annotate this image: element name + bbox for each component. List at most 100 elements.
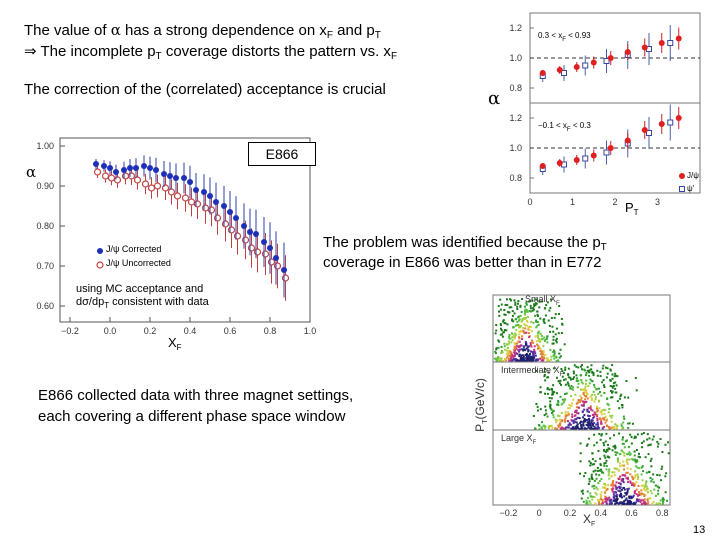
alpha-xtick-label: 1.0 — [304, 326, 317, 336]
uncorrected-point — [233, 232, 242, 240]
jpsi-point — [556, 67, 563, 73]
uncorrected-point — [167, 188, 176, 196]
uncorrected-point — [241, 236, 250, 244]
alpha-xtick-label: 0.4 — [184, 326, 197, 336]
jpsi-point — [539, 163, 546, 169]
jpsi-point — [624, 49, 631, 55]
intermediate-xf-label: Intermediate XF — [501, 365, 564, 378]
uncorrected-point — [221, 220, 230, 228]
jpsi-point — [556, 160, 563, 166]
pt-ytick-label: 0.8 — [509, 83, 522, 93]
uncorrected-point — [273, 262, 282, 270]
alpha-plot-frame — [59, 137, 311, 323]
jpsi-point — [573, 157, 580, 163]
range-bottom-label: −0.1 < xF < 0.3 — [538, 121, 591, 133]
psiprime-point — [582, 155, 589, 162]
corrected-point — [113, 169, 119, 175]
psiprime-point — [561, 70, 567, 76]
legend-corrected-marker — [97, 248, 103, 254]
uncorrected-point — [181, 194, 190, 202]
corrected-point — [181, 175, 187, 181]
correction-line: The correction of the (correlated) accep… — [24, 81, 386, 98]
alpha-axis-label: α — [26, 163, 37, 181]
scatter-xtick-label: −0.2 — [500, 508, 518, 518]
jpsi-point — [641, 127, 648, 133]
problem-line-1: The problem was identified because the p… — [323, 234, 607, 253]
uncorrected-point — [227, 226, 236, 234]
corrected-point — [281, 267, 287, 273]
corrected-point — [161, 171, 167, 177]
corrected-point — [267, 245, 273, 251]
corrected-point — [241, 223, 247, 229]
scatter-panel-frame — [492, 361, 671, 431]
alpha-xtick-label: 0.2 — [144, 326, 157, 336]
corrected-point — [213, 199, 219, 205]
alpha-vs-pt-plot: 1.2 1.0 0.8 1.2 1.0 0.8 0 1 2 3 α PT 0.3 < xF < 0… — [485, 8, 715, 220]
scatter-cloud — [532, 364, 638, 430]
pt-legend-jpsi: J/ψ — [687, 171, 699, 180]
uncorrected-point — [147, 184, 156, 192]
alpha-ytick-label: 0.90 — [36, 181, 54, 191]
e866-settings-line-1: E866 collected data with three magnet se… — [38, 387, 354, 404]
jpsi-point — [675, 35, 682, 42]
legend-corrected: J/ψ Corrected — [106, 244, 162, 254]
e866-title-box: E866 — [248, 142, 316, 166]
jpsi-point — [607, 145, 614, 151]
uncorrected-point — [153, 182, 162, 190]
pt-alpha-label: α — [488, 88, 501, 109]
corrected-point — [167, 173, 173, 179]
uncorrected-point — [253, 248, 262, 256]
jpsi-point — [675, 115, 682, 121]
pt-xtick-label: 2 — [612, 197, 617, 207]
corrected-point — [127, 165, 133, 171]
scatter-y-label: PT(GeV/c) — [472, 378, 489, 432]
uncorrected-point — [133, 176, 142, 184]
pt-legend-psiprime-marker — [679, 186, 685, 192]
e866-settings-line-2: each covering a different phase space wi… — [38, 408, 346, 425]
uncorrected-point — [281, 274, 290, 282]
scatter-xtick-label: 0.8 — [656, 508, 669, 518]
scatter-cloud — [494, 297, 566, 362]
corrected-point — [101, 163, 107, 169]
uncorrected-point — [201, 204, 210, 212]
pt-legend-psiprime: ψ' — [687, 184, 695, 193]
pt-legend-jpsi-marker — [679, 173, 685, 179]
alpha-xtick-label: 0.8 — [264, 326, 277, 336]
corrected-point — [147, 165, 153, 171]
alpha-xtick-label: 0.6 — [224, 326, 237, 336]
corrected-point — [207, 193, 213, 199]
scatter-xtick-label: 0.4 — [594, 508, 607, 518]
psiprime-point — [667, 40, 674, 46]
jpsi-point — [658, 121, 665, 127]
range-top-label: 0.3 < xF < 0.93 — [538, 31, 591, 43]
uncorrected-point — [247, 244, 256, 252]
corrected-point — [253, 231, 259, 237]
uncorrected-point — [261, 250, 270, 258]
uncorrected-point — [127, 172, 136, 180]
uncorrected-point — [173, 192, 182, 200]
title-line-1: The value of α has a strong dependence o… — [24, 21, 381, 41]
jpsi-point — [624, 137, 631, 144]
uncorrected-point — [161, 184, 170, 192]
corrected-point — [247, 229, 253, 235]
psiprime-point — [603, 58, 610, 64]
problem-line-2: coverage in E866 was better than in E772 — [323, 254, 602, 271]
jpsi-point — [590, 59, 597, 66]
jpsi-point — [573, 64, 580, 70]
corrected-point — [261, 239, 267, 245]
pt-ytick-label: 1.0 — [509, 143, 522, 153]
pt-xtick-label: 0 — [527, 197, 532, 207]
jpsi-point — [641, 44, 648, 51]
alpha-vs-xf-chart: 1.00 0.90 0.80 0.70 0.60 −0.2 0.0 0.2 0.4 0.6 0.8 1… — [36, 137, 317, 336]
psiprime-point — [667, 119, 674, 126]
scatter-xtick-label: 0 — [537, 508, 542, 518]
alpha-ytick-label: 1.00 — [36, 141, 54, 151]
alpha-ytick-label: 0.80 — [36, 221, 54, 231]
pt-ytick-label: 1.0 — [509, 53, 522, 63]
jpsi-point — [539, 70, 546, 76]
corrected-point — [173, 175, 179, 181]
uncorrected-point — [101, 172, 110, 180]
uncorrected-point — [213, 214, 222, 222]
slide-number: 13 — [693, 524, 706, 536]
corrected-point — [93, 161, 99, 167]
